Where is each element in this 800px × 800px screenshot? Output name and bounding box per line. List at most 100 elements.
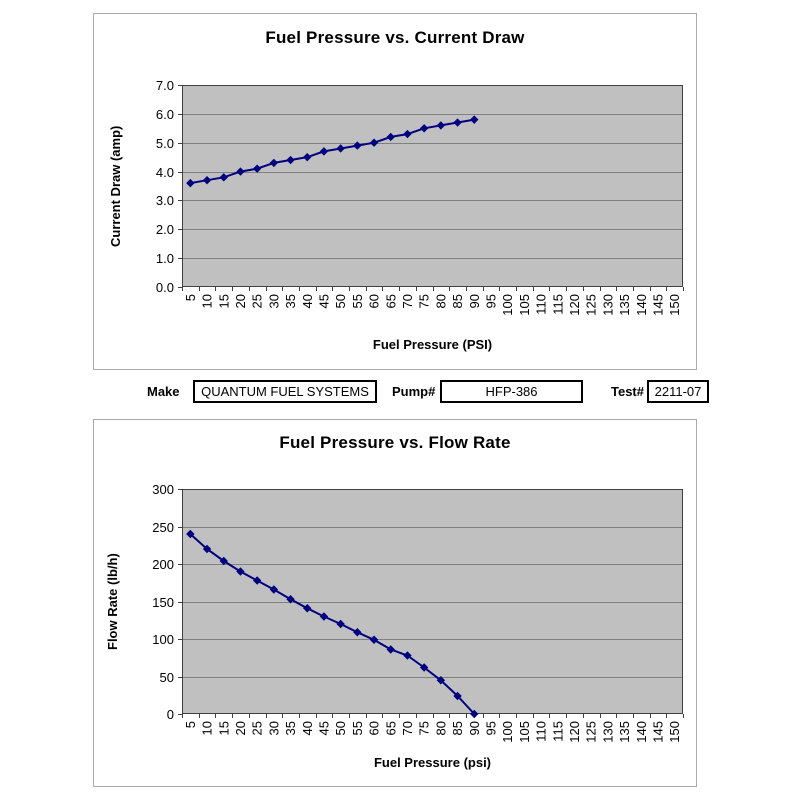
x-tick-label: 90: [467, 294, 482, 308]
y-tick-label: 300: [152, 482, 174, 497]
data-point-marker: [419, 663, 429, 672]
y-tick-label: 1.0: [156, 251, 174, 266]
x-tick-label: 35: [283, 721, 298, 735]
data-point-marker: [453, 691, 462, 701]
x-tick-label: 25: [250, 721, 265, 735]
x-tick-label: 5: [183, 294, 198, 301]
x-tick-label: 130: [600, 294, 615, 316]
data-point-marker: [386, 645, 395, 654]
data-point-marker: [236, 567, 245, 576]
data-point-marker: [453, 118, 462, 127]
flow-rate-chart: Fuel Pressure vs. Flow Rate Flow Rate (l…: [93, 419, 697, 787]
x-tick-label: 30: [266, 294, 281, 308]
y-tick-label: 0: [167, 707, 174, 722]
x-tick-label: 115: [550, 294, 565, 315]
data-point-marker: [369, 138, 379, 147]
x-tick-label: 125: [584, 294, 599, 316]
x-tick-label: 60: [367, 294, 382, 308]
data-point-marker: [202, 544, 212, 554]
data-point-marker: [269, 158, 279, 168]
x-tick-label: 40: [300, 721, 315, 735]
y-tick-label: 150: [152, 595, 174, 610]
y-tick-label: 200: [152, 557, 174, 572]
data-point-marker: [403, 651, 412, 660]
x-tick-label: 130: [600, 721, 615, 743]
data-point-marker: [286, 155, 295, 165]
series-line: [189, 533, 476, 715]
y-tick-label: 6.0: [156, 107, 174, 122]
x-tick-label: 140: [634, 721, 649, 743]
x-tick-label: 25: [250, 294, 265, 308]
x-tick-label: 65: [383, 721, 398, 735]
y-tick-label: 50: [160, 670, 174, 685]
current-draw-plot-area: 0.0 1.0 2.0 3.0 4.0 5.0 6.0 7.0 5 10 15 20 25 30 35 40 4…: [156, 78, 684, 316]
data-point-marker: [286, 595, 295, 604]
x-tick-label: 50: [333, 721, 348, 735]
make-label: Make: [147, 384, 180, 399]
plot-border: [182, 85, 683, 287]
chart-title-flow-rate: Fuel Pressure vs. Flow Rate: [279, 433, 511, 452]
data-point-marker: [303, 152, 312, 162]
plot-background: [182, 489, 683, 714]
data-point-marker: [470, 115, 479, 124]
data-point-marker: [202, 176, 212, 185]
test-number-value-field[interactable]: 2211-07: [647, 380, 709, 403]
x-tick-label: 45: [316, 721, 331, 735]
x-tick-label: 60: [367, 721, 382, 735]
x-tick-label: 105: [517, 721, 532, 743]
x-tick-label: 105: [517, 294, 532, 316]
x-tick-label: 5: [183, 721, 198, 728]
y-tick-label: 3.0: [156, 193, 174, 208]
x-tick-label: 100: [500, 721, 515, 743]
x-tick-label: 95: [483, 721, 498, 735]
x-tick-label: 20: [233, 294, 248, 308]
y-tick-label: 5.0: [156, 136, 174, 151]
x-tick-label: 75: [417, 294, 432, 308]
data-point-marker: [470, 709, 479, 719]
x-tick-label: 10: [200, 721, 215, 735]
x-tick-label: 80: [433, 721, 448, 735]
x-tick-label: 85: [450, 721, 465, 735]
x-tick-label: 120: [567, 294, 582, 316]
y-tick-label: 7.0: [156, 78, 174, 93]
x-tick-label: 115: [550, 721, 565, 742]
plot-border: [182, 489, 683, 714]
data-point-marker: [219, 556, 228, 566]
x-tick-label: 140: [634, 294, 649, 316]
x-tick-label: 95: [483, 294, 498, 308]
x-tick-label: 70: [400, 294, 415, 308]
x-tick-label: 45: [316, 294, 331, 308]
x-tick-label: 15: [216, 294, 231, 308]
y-tick-label: 250: [152, 520, 174, 535]
y-tick-label: 4.0: [156, 165, 174, 180]
make-value-field[interactable]: QUANTUM FUEL SYSTEMS: [193, 380, 377, 403]
x-axis-title-flow-rate: Fuel Pressure (psi): [373, 755, 492, 770]
data-point-marker: [336, 144, 345, 153]
x-tick-label: 120: [567, 721, 582, 743]
x-tick-label: 85: [450, 294, 465, 308]
plot-background: [182, 85, 683, 287]
x-tick-label: 90: [467, 721, 482, 735]
x-tick-label: 65: [383, 294, 398, 308]
data-point-marker: [319, 147, 329, 156]
data-point-marker: [252, 164, 262, 173]
data-point-marker: [369, 635, 379, 644]
x-tick-label: 50: [333, 294, 348, 308]
data-point-marker: [403, 129, 412, 139]
data-point-marker: [436, 676, 446, 685]
data-point-marker: [336, 619, 345, 629]
data-point-marker: [419, 124, 429, 133]
data-point-marker: [269, 585, 279, 594]
data-point-marker: [252, 576, 262, 585]
x-tick-label: 100: [500, 294, 515, 316]
x-tick-label: 145: [650, 721, 665, 743]
data-point-marker: [236, 167, 245, 176]
data-point-marker: [386, 132, 395, 142]
x-tick-label: 35: [283, 294, 298, 308]
pump-number-value-field[interactable]: HFP-386: [440, 380, 583, 403]
x-tick-label: 30: [266, 721, 281, 735]
data-point-marker: [353, 628, 362, 637]
x-tick-label: 15: [216, 721, 231, 735]
x-tick-label: 70: [400, 721, 415, 735]
